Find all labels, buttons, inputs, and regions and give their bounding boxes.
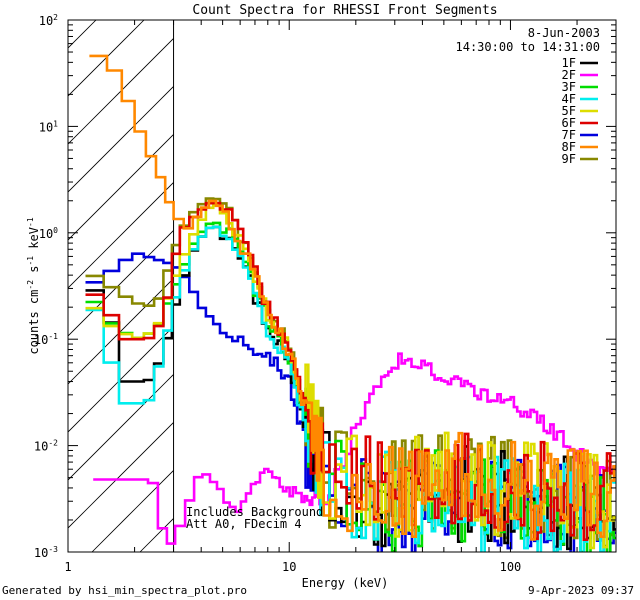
legend-label-1f: 1F xyxy=(562,56,576,70)
hatch-line xyxy=(68,20,97,49)
x-tick-label: 1 xyxy=(64,560,71,574)
series-group xyxy=(85,54,616,552)
legend-label-4f: 4F xyxy=(562,92,576,106)
hatched-region xyxy=(0,0,174,552)
hatch-line xyxy=(0,0,28,552)
series-line-4f xyxy=(85,225,616,552)
generated-by-label: Generated by hsi_min_spectra_plot.pro xyxy=(2,584,247,597)
hatch-line xyxy=(68,181,174,289)
hatch-line xyxy=(68,229,174,337)
legend-label-7f: 7F xyxy=(562,128,576,142)
time-range-label: 14:30:00 to 14:31:00 xyxy=(456,40,601,54)
series-line-8f xyxy=(89,54,616,541)
legend-label-8f: 8F xyxy=(562,140,576,154)
x-tick-label: 10 xyxy=(282,560,296,574)
legend-label-3f: 3F xyxy=(562,80,576,94)
chart-title: Count Spectra for RHESSI Front Segments xyxy=(192,3,497,18)
hatch-line xyxy=(68,421,174,529)
date-label: 8-Jun-2003 xyxy=(528,26,600,40)
generated-timestamp: 9-Apr-2023 09:37 xyxy=(528,584,634,597)
hatch-line xyxy=(68,373,174,481)
legend-label-9f: 9F xyxy=(562,152,576,166)
y-tick-label: 101 xyxy=(39,119,58,134)
x-tick-label: 100 xyxy=(500,560,522,574)
y-tick-label: 10-3 xyxy=(34,545,58,560)
plot-frame xyxy=(67,19,617,553)
background-note: Includes Background xyxy=(186,505,323,519)
y-tick-labels: 10-3 10-2 10-1 100 101 102 xyxy=(34,13,58,560)
legend-label-5f: 5F xyxy=(562,104,576,118)
hatch-line xyxy=(68,37,174,145)
legend-label-6f: 6F xyxy=(562,116,576,130)
x-axis-label: Energy (keV) xyxy=(302,576,389,590)
attenuator-note: Att A0, FDecim 4 xyxy=(186,517,302,531)
y-tick-label: 10-1 xyxy=(34,332,58,347)
y-tick-label: 100 xyxy=(39,226,58,241)
y-tick-label: 102 xyxy=(39,13,58,28)
axis-ticks xyxy=(67,19,617,553)
x-tick-labels: 1 10 100 xyxy=(64,560,521,574)
y-axis-label: counts cm-2 s-1 keV-1 xyxy=(26,217,41,354)
y-tick-label: 10-2 xyxy=(34,439,58,454)
series-line-2f xyxy=(93,352,616,545)
hatch-line xyxy=(68,20,145,97)
series-line-7f xyxy=(85,252,616,552)
legend-label-2f: 2F xyxy=(562,68,576,82)
